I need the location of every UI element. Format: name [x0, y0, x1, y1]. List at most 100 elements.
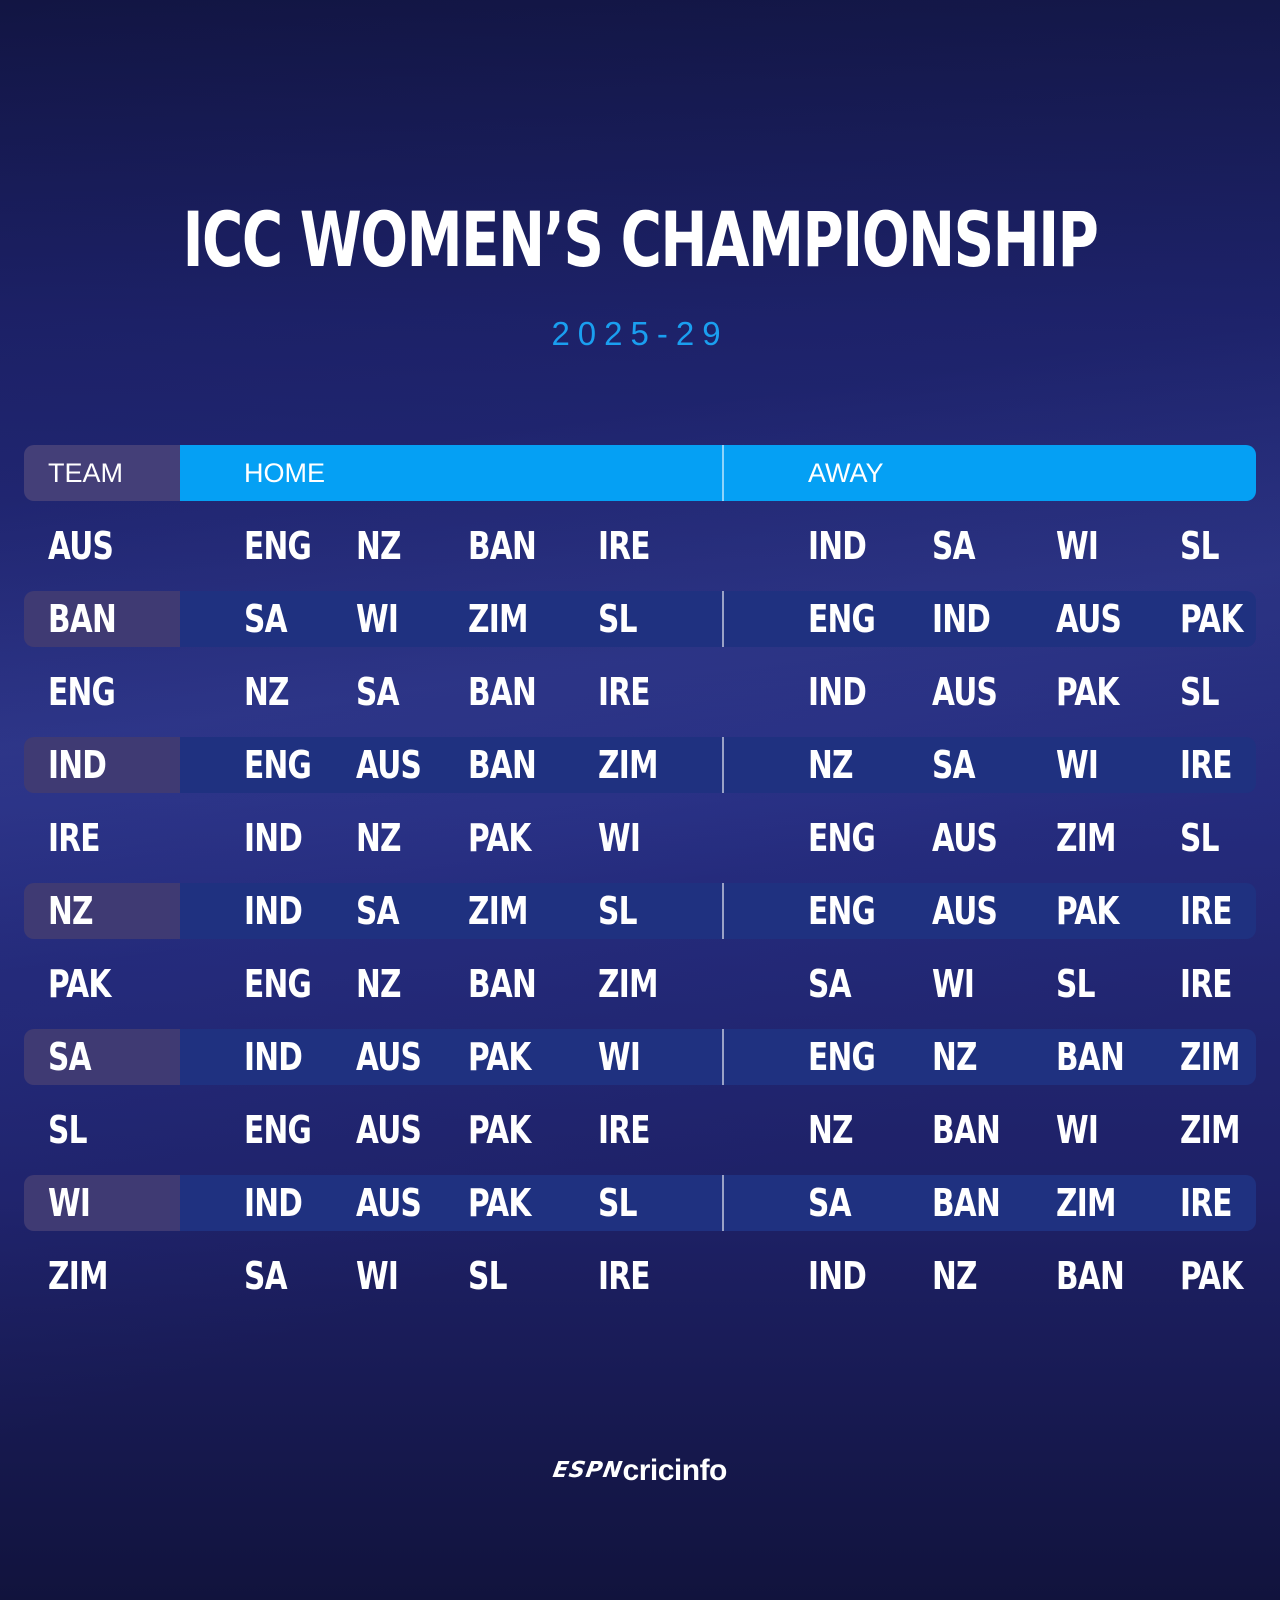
home-opponents: IND SA ZIM SL [180, 883, 724, 939]
home-opponent: SL [598, 597, 637, 641]
away-opponents: SA BAN ZIM IRE [724, 1175, 1256, 1231]
team-cell: ZIM [24, 1248, 180, 1304]
home-opponent: PAK [468, 1181, 531, 1225]
away-opponent: ZIM [1180, 1108, 1240, 1152]
away-opponent: WI [932, 962, 975, 1006]
away-opponent: SA [932, 743, 976, 787]
espncricinfo-logo: ESPNcricinfo [0, 1450, 1280, 1491]
away-opponent: IRE [1180, 962, 1233, 1006]
home-opponent: WI [598, 816, 641, 860]
team-code: IND [48, 743, 107, 787]
home-opponent: IND [244, 1035, 303, 1079]
home-opponents: ENG AUS PAK IRE [180, 1102, 724, 1158]
away-opponent: IND [808, 524, 867, 568]
home-opponent: AUS [356, 743, 422, 787]
away-opponent: AUS [932, 670, 998, 714]
team-code: ZIM [48, 1254, 108, 1298]
home-opponents: ENG AUS BAN ZIM [180, 737, 724, 793]
table-row: IRE IND NZ PAK WI ENG AUS ZIM SL [24, 810, 1256, 866]
team-code: NZ [48, 889, 94, 933]
away-opponent: ZIM [1056, 816, 1116, 860]
table-row: SL ENG AUS PAK IRE NZ BAN WI ZIM [24, 1102, 1256, 1158]
away-opponent: NZ [932, 1035, 978, 1079]
away-opponents: ENG IND AUS PAK [724, 591, 1256, 647]
home-opponent: BAN [468, 962, 537, 1006]
table-row: ENG NZ SA BAN IRE IND AUS PAK SL [24, 664, 1256, 720]
away-opponent: AUS [932, 889, 998, 933]
away-opponent: PAK [1180, 597, 1243, 641]
home-opponent: NZ [356, 962, 402, 1006]
home-opponent: PAK [468, 1108, 531, 1152]
home-opponent: BAN [468, 670, 537, 714]
away-opponent: BAN [1056, 1035, 1125, 1079]
table-row: WI IND AUS PAK SL SA BAN ZIM IRE [24, 1175, 1256, 1231]
away-opponents: IND NZ BAN PAK [724, 1248, 1256, 1304]
home-opponent: NZ [356, 816, 402, 860]
team-cell: NZ [24, 883, 180, 939]
home-opponents: IND NZ PAK WI [180, 810, 724, 866]
home-opponent: AUS [356, 1181, 422, 1225]
home-opponent: ZIM [598, 743, 658, 787]
table-row: AUS ENG NZ BAN IRE IND SA WI SL [24, 518, 1256, 574]
home-opponent: AUS [356, 1108, 422, 1152]
team-code: WI [48, 1181, 91, 1225]
home-opponent: ZIM [598, 962, 658, 1006]
home-opponent: AUS [356, 1035, 422, 1079]
logo-cricinfo-text: cricinfo [622, 1454, 728, 1488]
home-opponent: BAN [468, 743, 537, 787]
home-opponent: IRE [598, 670, 651, 714]
page-title: ICC WOMEN’S CHAMPIONSHIP [182, 195, 1099, 284]
page-subtitle: 2025-29 [551, 315, 729, 352]
home-opponent: ENG [244, 743, 312, 787]
home-opponent: WI [356, 597, 399, 641]
away-opponents: NZ BAN WI ZIM [724, 1102, 1256, 1158]
away-opponent: IND [932, 597, 991, 641]
logo-espn-text: ESPN [550, 1458, 625, 1484]
away-opponent: IRE [1180, 889, 1233, 933]
home-opponent: IND [244, 816, 303, 860]
away-opponent: NZ [808, 743, 854, 787]
home-opponent: ENG [244, 962, 312, 1006]
team-code: AUS [48, 524, 114, 568]
team-code: IRE [48, 816, 101, 860]
team-code: PAK [48, 962, 111, 1006]
away-opponent: AUS [1056, 597, 1122, 641]
home-opponent: ZIM [468, 597, 528, 641]
team-cell: WI [24, 1175, 180, 1231]
away-opponent: WI [1056, 743, 1099, 787]
home-opponents: NZ SA BAN IRE [180, 664, 724, 720]
table-header: TEAM HOME AWAY [24, 445, 1256, 501]
home-opponent: IRE [598, 524, 651, 568]
away-opponent: IND [808, 1254, 867, 1298]
away-opponent: SL [1056, 962, 1095, 1006]
home-opponents: SA WI ZIM SL [180, 591, 724, 647]
home-opponent: SL [468, 1254, 507, 1298]
team-cell: SA [24, 1029, 180, 1085]
team-cell: BAN [24, 591, 180, 647]
away-opponents: NZ SA WI IRE [724, 737, 1256, 793]
team-cell: ENG [24, 664, 180, 720]
away-opponents: ENG AUS ZIM SL [724, 810, 1256, 866]
home-opponent: IRE [598, 1254, 651, 1298]
away-opponent: SA [808, 1181, 852, 1225]
home-opponent: SA [244, 597, 288, 641]
away-opponent: ZIM [1180, 1035, 1240, 1079]
home-opponent: NZ [244, 670, 290, 714]
table-row: NZ IND SA ZIM SL ENG AUS PAK IRE [24, 883, 1256, 939]
away-opponent: SL [1180, 524, 1219, 568]
away-opponent: ZIM [1056, 1181, 1116, 1225]
home-opponent: SA [356, 889, 400, 933]
home-opponent: SA [244, 1254, 288, 1298]
away-opponent: WI [1056, 524, 1099, 568]
home-opponent: SL [598, 889, 637, 933]
away-opponents: IND AUS PAK SL [724, 664, 1256, 720]
team-code: ENG [48, 670, 116, 714]
away-opponent: SA [932, 524, 976, 568]
home-opponent: IRE [598, 1108, 651, 1152]
away-opponents: ENG NZ BAN ZIM [724, 1029, 1256, 1085]
home-opponent: WI [356, 1254, 399, 1298]
team-code: SA [48, 1035, 92, 1079]
home-opponents: IND AUS PAK WI [180, 1029, 724, 1085]
home-opponent: SA [356, 670, 400, 714]
table-row: PAK ENG NZ BAN ZIM SA WI SL IRE [24, 956, 1256, 1012]
